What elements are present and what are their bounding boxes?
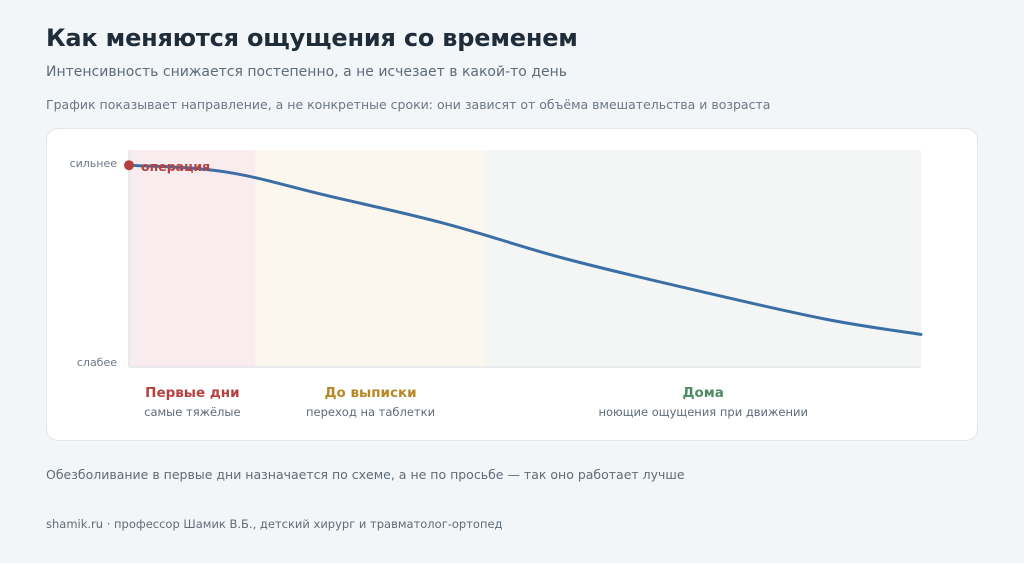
chart-note: График показывает направление, а не конк… <box>46 97 771 112</box>
phase-caption-2: переход на таблетки <box>306 405 435 419</box>
phase-title-1: Первые дни <box>145 385 239 401</box>
phase-title-3: Дома <box>682 385 723 401</box>
phase-band-1 <box>129 150 256 367</box>
phase-caption-1: самые тяжёлые <box>144 405 240 419</box>
phase-labels: Первые дни самые тяжёлые До выписки переход… <box>144 385 808 419</box>
y-axis-top-label: сильнее <box>70 157 118 170</box>
phase-band-2 <box>255 150 486 367</box>
footer-note: Обезболивание в первые дни назначается п… <box>46 467 685 482</box>
credit-line: shamik.ru · профессор Шамик В.Б., детски… <box>46 517 503 531</box>
chart: сильнее слабее операция Первые дни самые … <box>70 150 923 419</box>
phase-title-2: До выписки <box>324 385 416 401</box>
chart-card: сильнее слабее операция Первые дни самые … <box>46 128 978 441</box>
page-title: Как меняются ощущения со временем <box>46 24 578 52</box>
phase-band-3 <box>485 150 921 367</box>
page-subtitle: Интенсивность снижается постепенно, а не… <box>46 64 568 80</box>
surgery-marker-point <box>124 160 134 171</box>
phase-bands <box>129 150 921 367</box>
y-axis-bottom-label: слабее <box>77 356 117 369</box>
phase-caption-3: ноющие ощущения при движении <box>598 405 807 419</box>
series-line <box>127 163 923 336</box>
surgery-marker-label: операция <box>141 159 210 174</box>
